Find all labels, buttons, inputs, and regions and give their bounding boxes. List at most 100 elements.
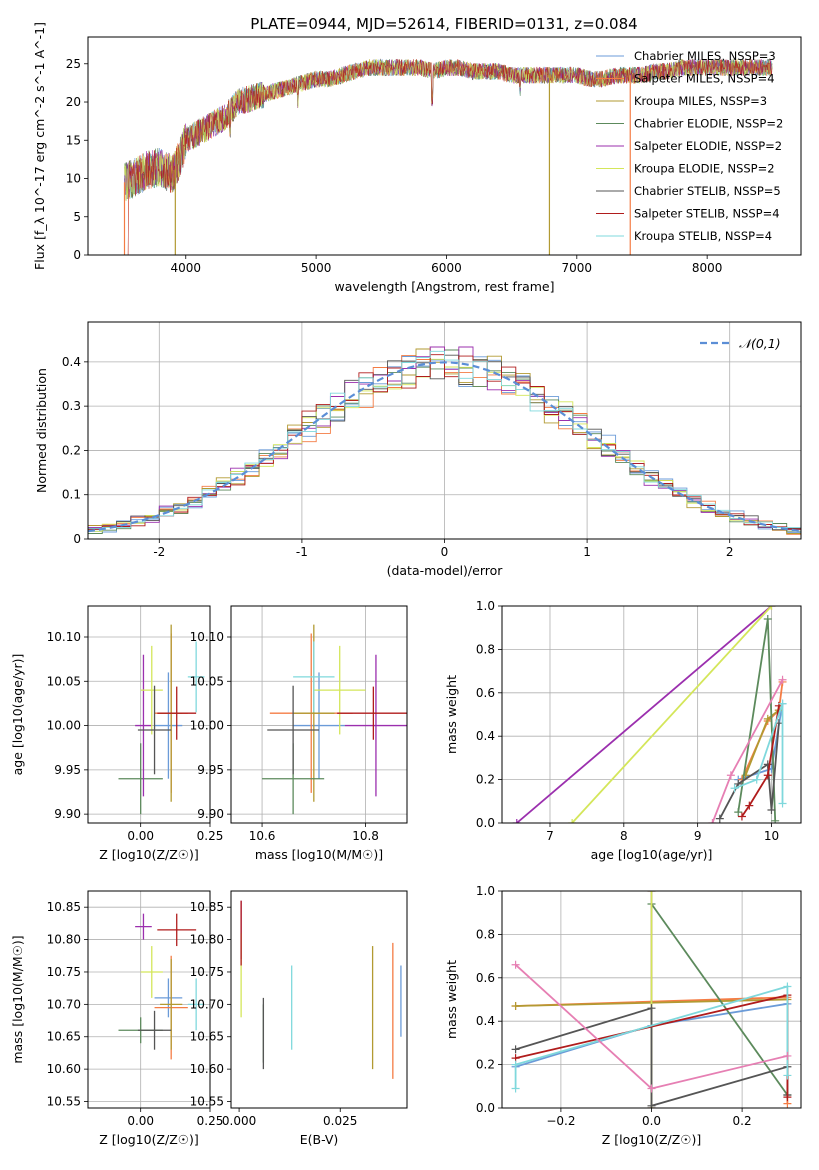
- weight-marker: [568, 819, 577, 823]
- mass-vs-EBV-plot-area: [240, 900, 402, 1079]
- weight-marker: [511, 960, 520, 969]
- y-tick-label: 0.4: [62, 355, 81, 369]
- spectrum-plot-area: [123, 58, 773, 255]
- x-tick-label: -2: [153, 545, 165, 559]
- weight-vs-Z-frame: [501, 890, 802, 1109]
- weight-line: [514, 985, 789, 1089]
- y-tick-label: 10.05: [47, 674, 81, 688]
- weight-line: [571, 606, 773, 823]
- x-axis-label: E(B-V): [300, 1132, 339, 1147]
- y-tick-label: 10.55: [190, 1095, 224, 1109]
- weight-marker: [734, 808, 743, 817]
- weight-marker: [647, 1101, 656, 1108]
- legend-entry: 𝒩(0,1): [739, 336, 781, 351]
- legend-entry: Salpeter STELIB, NSSP=4: [634, 207, 780, 221]
- legend-entry: Salpeter MILES, NSSP=4: [634, 72, 775, 86]
- legend-entry: Chabrier MILES, NSSP=3: [634, 49, 776, 63]
- weight-marker: [511, 1084, 520, 1093]
- y-tick-label: 10.60: [190, 1062, 224, 1076]
- weight-marker: [715, 814, 724, 823]
- weight-marker: [783, 1071, 792, 1080]
- y-tick-label: 0.8: [476, 642, 495, 656]
- y-tick-label: 25: [66, 57, 81, 71]
- weight-vs-age-panel: 7 8 9 10 0.0 0.2 0.4 0.6 0.8 1.0 age [log10(age/yr…: [444, 599, 802, 862]
- y-tick-label: 10.85: [47, 900, 81, 914]
- y-axis-label: age [log10(age/yr)]: [10, 654, 25, 776]
- spectrum-frame: [87, 36, 802, 256]
- weight-line: [516, 606, 773, 823]
- y-tick-label: 10.80: [47, 933, 81, 947]
- age-vs-Z-plot-area: [118, 624, 205, 815]
- y-tick-label: 10.00: [47, 719, 81, 733]
- x-tick-label: 8000: [692, 261, 723, 275]
- mass-vs-Z-frame: [87, 890, 211, 1109]
- weight-vs-age-plot-area: [512, 606, 787, 823]
- residuals-plot-area: [88, 346, 801, 539]
- y-tick-label: 0.3: [62, 399, 81, 413]
- y-tick-label: 9.95: [54, 763, 81, 777]
- weight-marker: [763, 771, 772, 780]
- x-tick-label: 0.000: [222, 1114, 256, 1128]
- y-tick-label: 10.10: [47, 630, 81, 644]
- y-axis-label: mass weight: [444, 960, 459, 1039]
- weight-line: [650, 903, 789, 1096]
- y-tick-label: 0: [73, 248, 81, 262]
- weight-marker: [511, 1045, 520, 1054]
- x-axis-label: age [log10(age/yr)]: [591, 847, 713, 862]
- mass-vs-Z-panel: 0.00 0.25 10.55 10.60 10.65 10.70 10.75 10.80 10…: [10, 890, 224, 1147]
- y-tick-label: 0.1: [62, 488, 81, 502]
- y-tick-label: 10.60: [47, 1062, 81, 1076]
- mass-vs-EBV-panel: 0.000 0.025 10.55 10.60 10.65 10.70 10.75 10.80…: [190, 890, 408, 1147]
- y-tick-label: 0.4: [476, 729, 495, 743]
- y-tick-label: 20: [66, 95, 81, 109]
- weight-vs-Z-panel: −0.2 0.0 0.2 0.0 0.2 0.4 0.6 0.8 1.0 Z [log10(Z/Z…: [444, 884, 802, 1147]
- x-tick-label: 0.025: [323, 1114, 357, 1128]
- histogram-series: [88, 350, 801, 539]
- y-tick-label: 10: [66, 172, 81, 186]
- weight-marker: [752, 775, 761, 784]
- x-tick-label: 4000: [170, 261, 201, 275]
- y-tick-label: 0.8: [476, 927, 495, 941]
- weight-marker: [726, 771, 735, 780]
- legend-entry: Chabrier STELIB, NSSP=5: [634, 184, 781, 198]
- y-tick-label: 0: [73, 532, 81, 546]
- weight-marker: [778, 675, 787, 684]
- x-axis-label: mass [log10(M/M☉)]: [255, 847, 383, 862]
- y-tick-label: 0.6: [476, 686, 495, 700]
- y-tick-label: 1.0: [476, 884, 495, 898]
- y-tick-label: 10.55: [47, 1095, 81, 1109]
- weight-marker: [783, 982, 792, 991]
- x-tick-label: 10.6: [249, 829, 276, 843]
- y-tick-label: 0.0: [476, 816, 495, 830]
- x-tick-label: 8: [620, 829, 628, 843]
- y-tick-label: 10.80: [190, 933, 224, 947]
- weight-marker: [647, 891, 656, 895]
- weight-line: [734, 703, 784, 804]
- y-tick-label: 15: [66, 133, 81, 147]
- figure-title: PLATE=0944, MJD=52614, FIBERID=0131, z=0…: [250, 15, 637, 33]
- y-tick-label: 0.2: [62, 443, 81, 457]
- spectrum-line: [124, 58, 773, 195]
- weight-marker: [511, 1002, 520, 1011]
- y-tick-label: 10.10: [190, 630, 224, 644]
- y-axis-label: Flux [f_λ 10^-17 erg cm^-2 s^-1 A^-1]: [32, 22, 47, 270]
- y-tick-label: 0.6: [476, 971, 495, 985]
- weight-marker: [778, 699, 787, 708]
- legend-entry: Kroupa MILES, NSSP=3: [634, 94, 767, 108]
- weight-marker: [708, 819, 717, 823]
- x-axis-label: Z [log10(Z/Z☉)]: [602, 1132, 702, 1147]
- x-axis-label: wavelength [Angstrom, rest frame]: [334, 279, 554, 294]
- x-tick-label: 0.25: [197, 829, 224, 843]
- weight-marker: [730, 784, 739, 793]
- y-tick-label: 10.70: [47, 997, 81, 1011]
- x-axis-label: Z [log10(Z/Z☉)]: [99, 1132, 199, 1147]
- mass-vs-Z-plot-area: [118, 913, 205, 1060]
- x-tick-label: 0.25: [197, 1114, 224, 1128]
- x-tick-label: 9: [694, 829, 702, 843]
- weight-marker: [763, 615, 772, 624]
- spectrum-panel: 4000 5000 6000 7000 8000 0 5 10 15 20 25 wavelength…: [32, 22, 802, 294]
- y-tick-label: 10.05: [190, 674, 224, 688]
- y-tick-label: 9.90: [54, 807, 81, 821]
- y-tick-label: 0.4: [476, 1014, 495, 1028]
- age-vs-Z-frame: [87, 605, 211, 824]
